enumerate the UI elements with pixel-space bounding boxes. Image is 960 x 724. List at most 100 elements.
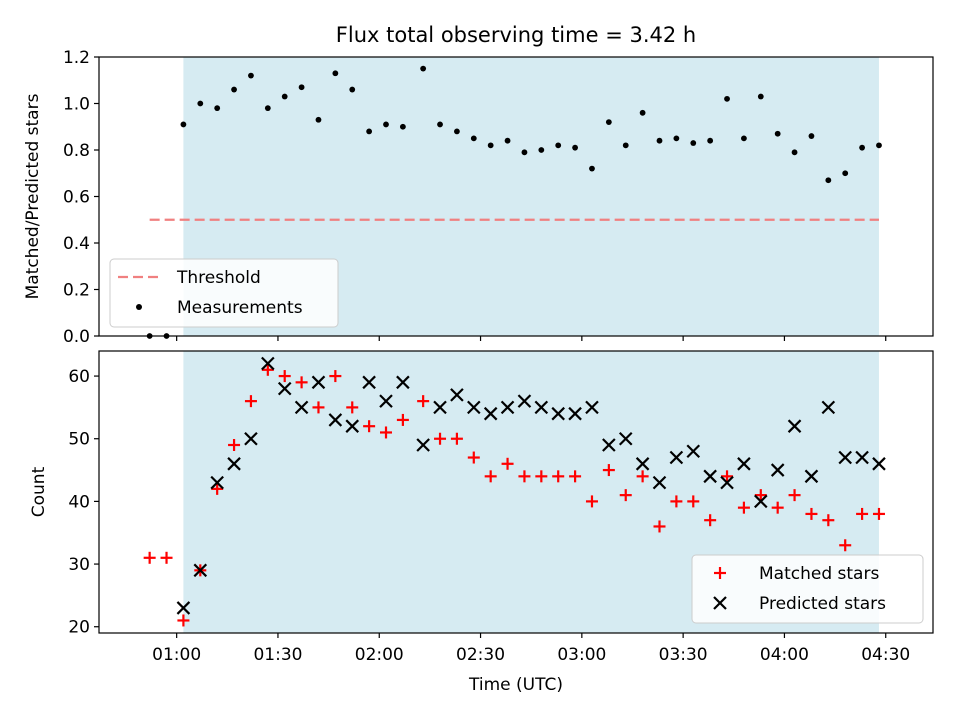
matched-star-point	[653, 520, 666, 533]
matched-star-point	[501, 457, 514, 470]
matched-star-point	[721, 470, 734, 483]
predicted-star-point	[585, 400, 599, 415]
measurement-point	[366, 128, 373, 135]
legend-predicted-swatch	[713, 596, 727, 610]
predicted-star-point	[703, 469, 717, 484]
y-tick-label: 50	[68, 430, 90, 450]
measurement-point	[825, 177, 832, 184]
predicted-star-point	[433, 400, 447, 415]
predicted-star-point	[737, 457, 751, 471]
measurement-point	[859, 144, 865, 151]
predicted-star-point	[450, 388, 464, 402]
measurement-point	[572, 144, 578, 151]
matched-star-point	[518, 470, 531, 483]
measurement-point	[298, 84, 305, 91]
measurement-point	[504, 137, 511, 144]
measurement-point	[521, 149, 528, 156]
top-legend: Threshold Measurements	[109, 258, 339, 328]
predicted-star-point	[193, 563, 208, 578]
predicted-star-point	[872, 457, 886, 471]
x-tick-label: 02:30	[456, 645, 505, 665]
matched-star-point	[278, 370, 291, 383]
predicted-star-point	[720, 475, 734, 490]
predicted-star-point	[294, 400, 309, 415]
y-tick-label: 0.2	[63, 281, 90, 301]
x-tick-label: 03:00	[557, 645, 606, 665]
predicted-star-point	[362, 375, 376, 390]
top-axes-frame	[98, 56, 934, 337]
matched-star-point	[535, 470, 548, 483]
measurement-point	[656, 137, 663, 144]
measurement-point	[315, 116, 322, 123]
matched-star-point	[737, 501, 750, 514]
measurement-point	[842, 170, 849, 177]
measurement-point	[349, 86, 356, 93]
measurement-point	[774, 130, 781, 137]
matched-star-point	[434, 432, 447, 445]
matched-star-point	[636, 470, 649, 483]
matched-star-point	[687, 495, 700, 508]
y-tick-label: 30	[68, 555, 90, 575]
matched-star-point	[552, 470, 565, 483]
matched-star-point	[228, 439, 241, 451]
predicted-star-point	[770, 463, 785, 477]
matched-star-point	[396, 413, 409, 426]
matched-star-point	[417, 395, 430, 408]
predicted-star-point	[500, 400, 515, 415]
matched-star-point	[450, 432, 463, 445]
predicted-star-point	[686, 444, 701, 459]
measurement-point	[724, 95, 730, 102]
y-tick-label: 0.4	[63, 234, 90, 254]
legend-measurements-swatch	[136, 304, 142, 310]
predicted-star-point	[669, 450, 684, 465]
matched-star-point	[856, 507, 869, 520]
bottom-legend: Matched stars Predicted stars	[691, 554, 924, 624]
measurement-point	[437, 121, 443, 128]
bottom-x-ticks: 01:00 01:30 02:00 02:30 03:00 03:30 04:00 04:30	[152, 633, 910, 665]
matched-star-point	[177, 614, 190, 627]
measurement-point	[555, 142, 562, 149]
measurement-point	[690, 140, 697, 146]
measurement-point	[214, 105, 221, 112]
matched-star-point	[585, 495, 598, 508]
predicted-star-point	[345, 419, 360, 433]
predicted-star-point	[855, 450, 869, 465]
matched-star-point	[295, 376, 308, 389]
measurement-point	[487, 142, 494, 149]
predicted-star-point	[821, 400, 836, 415]
predicted-star-point	[379, 394, 393, 408]
matched-star-point	[329, 370, 342, 383]
matched-star-point	[160, 551, 173, 564]
predicted-star-point	[804, 469, 819, 484]
measurement-point	[470, 135, 477, 142]
measurement-point	[399, 123, 406, 130]
matched-star-point	[704, 514, 717, 527]
predicted-star-point	[551, 406, 565, 421]
matched-star-point	[771, 501, 784, 514]
predicted-star-point	[467, 400, 481, 415]
legend-threshold-label: Threshold	[176, 268, 261, 288]
y-tick-label: 1.0	[63, 95, 90, 115]
top-x-ticks	[176, 336, 887, 341]
matched-star-point	[363, 420, 376, 433]
measurement-point	[605, 119, 612, 125]
measurement-point	[589, 165, 595, 172]
bottom-y-axis-label: Count	[29, 466, 49, 517]
top-y-ticks: 0.0 0.2 0.4 0.6 0.8 1.0 1.2	[63, 48, 99, 347]
bottom-panel: 20 30 40 50 60 01:00 01:30 02:00 02:30 03:00 03:3…	[29, 350, 934, 695]
matched-star-point	[602, 464, 615, 477]
predicted-star-point	[618, 431, 633, 446]
y-tick-label: 0.8	[63, 141, 90, 161]
x-tick-label: 02:00	[355, 645, 404, 665]
measurement-point	[264, 105, 271, 112]
measurement-points	[146, 65, 882, 339]
measurement-point	[332, 70, 339, 77]
predicted-star-point	[602, 438, 616, 452]
matched-star-point	[244, 395, 257, 408]
matched-star-point	[822, 514, 835, 527]
y-tick-label: 40	[68, 492, 90, 512]
matched-star-point	[754, 489, 767, 502]
predicted-star-point	[244, 431, 258, 446]
y-tick-label: 0.6	[63, 188, 90, 208]
